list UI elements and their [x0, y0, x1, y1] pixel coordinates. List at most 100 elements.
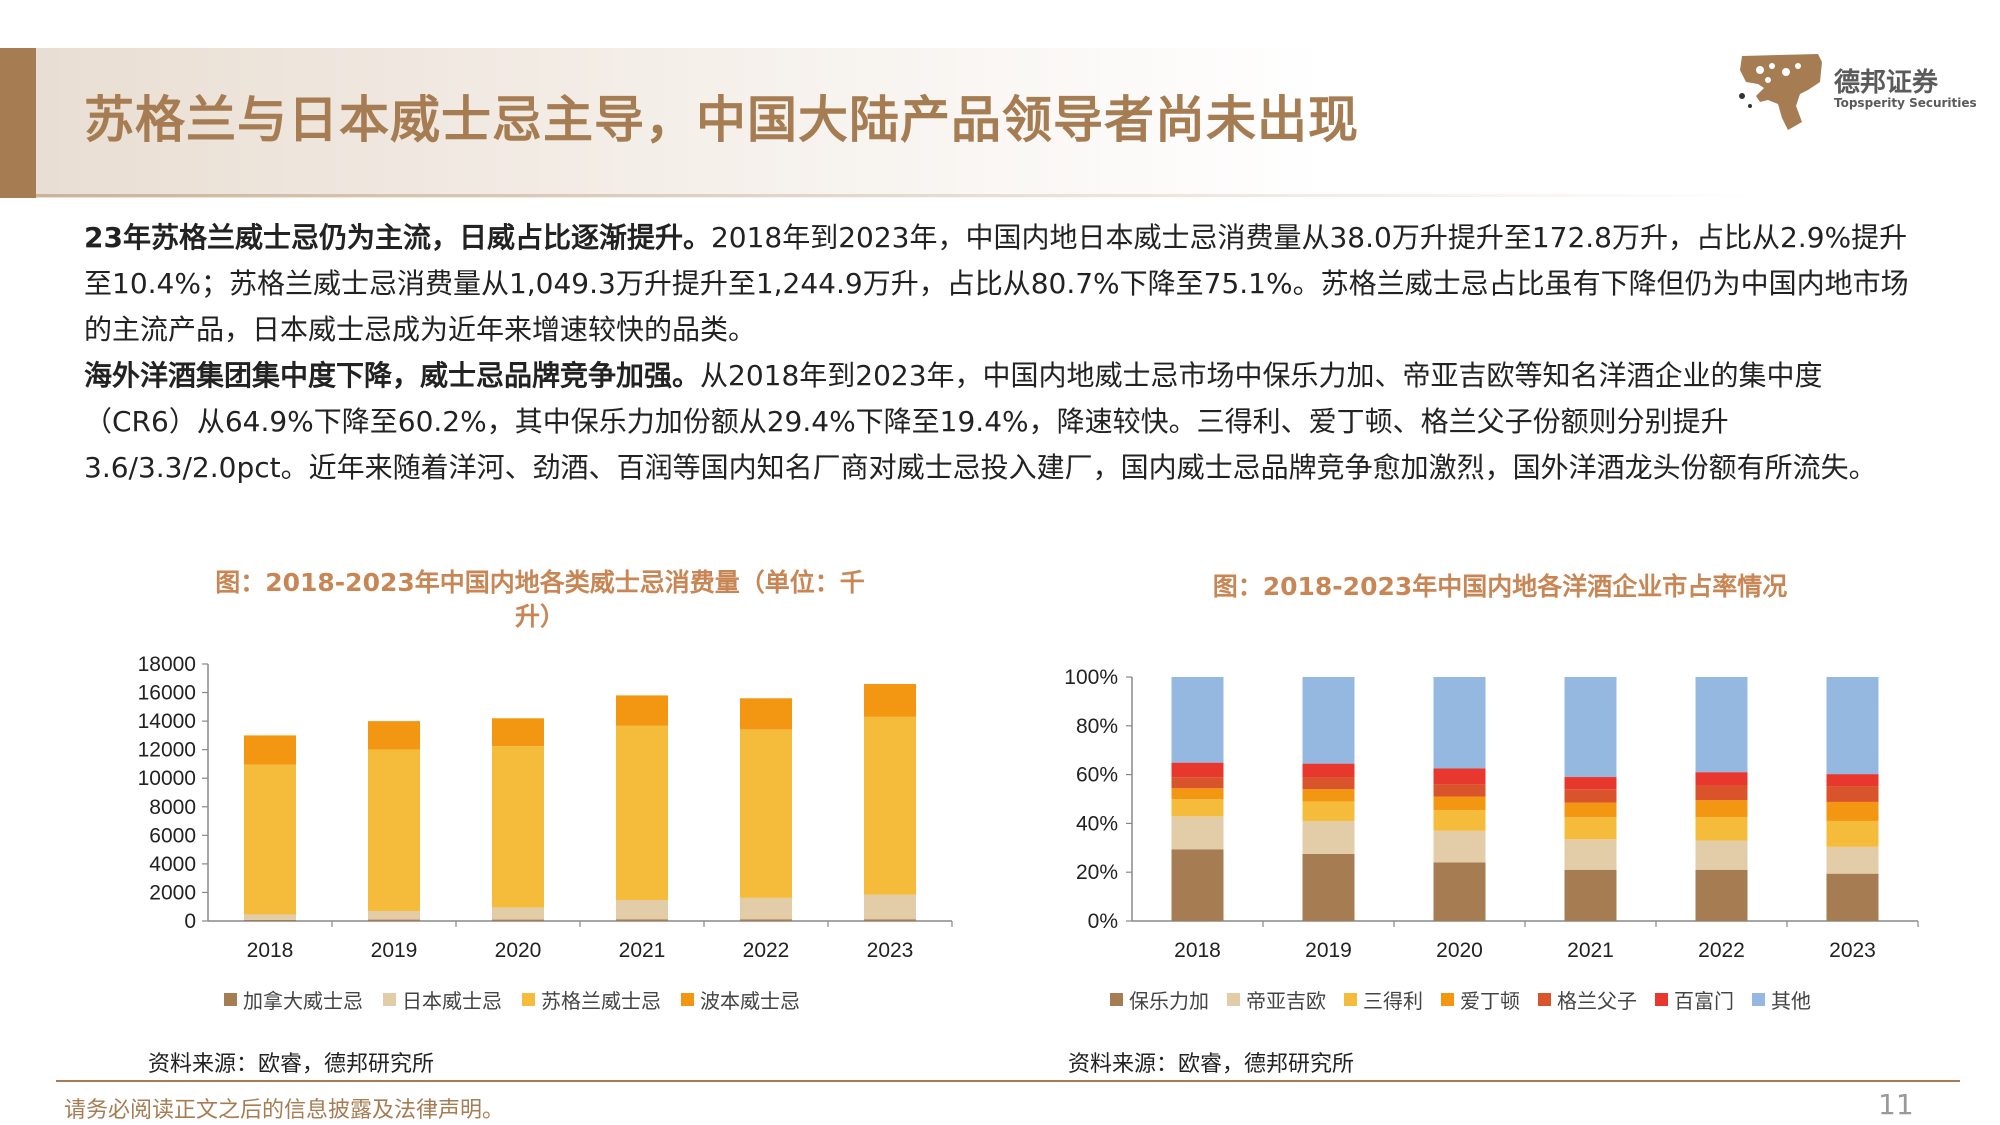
chart2-bar-2022-series-3 — [1695, 817, 1748, 841]
chart1-bar-2020-series-4 — [492, 718, 544, 747]
left-chart-legend: 加拿大威士忌 日本威士忌 苏格兰威士忌 波本威士忌 — [224, 985, 800, 1014]
chart2-x-tick-label: 2019 — [1305, 939, 1352, 962]
chart2-bar-2022-series-5 — [1695, 785, 1748, 801]
chart1-bar-2023-series-4 — [864, 683, 916, 717]
chart2-legend-label: 三得利 — [1363, 989, 1423, 1013]
chart1-bar-2021-series-1 — [616, 919, 668, 921]
chart1-y-tick-label: 4000 — [149, 853, 196, 876]
chart1-y-tick-label: 14000 — [138, 710, 196, 733]
chart2-legend-item: 百富门 — [1655, 985, 1734, 1014]
chart1-x-tick-label: 2019 — [371, 939, 418, 962]
chart2-legend-label: 保乐力加 — [1129, 989, 1209, 1013]
chart2-y-tick-label: 40% — [1076, 812, 1118, 835]
chart2-bar-2019-series-3 — [1302, 801, 1355, 821]
brand-logo: 德邦证券 Topsperity Securities — [1738, 52, 1977, 134]
chart1-bar-2022-series-2 — [740, 897, 792, 920]
chart1-y-tick-label: 8000 — [149, 796, 196, 819]
chart1-y-tick-label: 18000 — [138, 653, 196, 676]
chart1-legend-label: 加拿大威士忌 — [243, 989, 363, 1013]
chart2-bar-2021-series-6 — [1564, 777, 1617, 790]
chart2-legend-item: 帝亚吉欧 — [1227, 985, 1326, 1014]
chart2-bar-2018-series-4 — [1171, 788, 1224, 800]
chart1-bar-2020-series-2 — [492, 907, 544, 920]
chart1-bar-2021-series-4 — [616, 695, 668, 726]
chart2-bar-2020-series-3 — [1433, 809, 1486, 831]
chart2-bar-2021-series-5 — [1564, 789, 1617, 803]
body-text: 23年苏格兰威士忌仍为主流，日威占比逐渐提升。2018年到2023年，中国内地日… — [84, 215, 1914, 491]
chart2-bar-2022-series-6 — [1695, 772, 1748, 786]
chart1-legend-item: 苏格兰威士忌 — [522, 985, 661, 1014]
chart2-y-tick-label: 0% — [1088, 910, 1118, 933]
left-chart-title: 图：2018-2023年中国内地各类威士忌消费量（单位：千升） — [215, 568, 865, 631]
chart1-legend-item: 波本威士忌 — [681, 985, 800, 1014]
page-title: 苏格兰与日本威士忌主导，中国大陆产品领导者尚未出现 — [84, 91, 1359, 149]
chart2-bar-2019-series-7 — [1302, 677, 1355, 764]
header-accent-bar — [0, 48, 36, 198]
chart1-x-tick-label: 2020 — [495, 939, 542, 962]
chart2-bar-2019-series-5 — [1302, 777, 1355, 790]
chart2-bar-2020-series-6 — [1433, 768, 1486, 785]
chart2-legend-label: 爱丁顿 — [1460, 989, 1520, 1013]
chart2-bar-2018-series-1 — [1171, 849, 1224, 921]
chart2-y-tick-label: 100% — [1064, 666, 1118, 689]
chart2-legend-swatch — [1441, 993, 1454, 1006]
chart2-bar-2020-series-4 — [1433, 796, 1486, 810]
chart1-legend-label: 波本威士忌 — [700, 989, 800, 1013]
chart1-bar-2022-series-1 — [740, 919, 792, 921]
chart2-x-tick-label: 2021 — [1567, 939, 1614, 962]
paragraph-1: 23年苏格兰威士忌仍为主流，日威占比逐渐提升。2018年到2023年，中国内地日… — [84, 215, 1914, 353]
chart2-y-tick-label: 80% — [1076, 715, 1118, 738]
paragraph-2-text: 从2018年到2023年，中国内地威士忌市场中保乐力加、帝亚吉欧等知名洋酒企业的… — [84, 359, 1877, 484]
chart2-bar-2023-series-2 — [1826, 846, 1879, 874]
chart1-legend-label: 苏格兰威士忌 — [541, 989, 661, 1013]
chart1-y-tick-label: 12000 — [138, 739, 196, 762]
chart1-y-tick-label: 6000 — [149, 824, 196, 847]
chart1-x-tick-label: 2023 — [867, 939, 914, 962]
chart2-legend-swatch — [1110, 993, 1123, 1006]
chart2-bar-2023-series-5 — [1826, 786, 1879, 802]
chart1-bar-2022-series-4 — [740, 698, 792, 730]
chart2-bar-2020-series-5 — [1433, 784, 1486, 797]
chart2-y-tick-label: 20% — [1076, 861, 1118, 884]
chart2-bar-2021-series-3 — [1564, 817, 1617, 840]
chart1-bar-2019-series-1 — [368, 919, 420, 921]
chart1-bar-2018-series-1 — [244, 919, 296, 921]
chart2-bar-2023-series-3 — [1826, 820, 1879, 847]
chart2-bar-2018-series-5 — [1171, 777, 1224, 789]
leopard-logo-icon — [1738, 52, 1824, 132]
chart1-x-tick-label: 2018 — [247, 939, 294, 962]
chart1-bar-2021-series-3 — [616, 725, 668, 901]
chart1-legend-swatch — [681, 993, 694, 1006]
right-chart-title: 图：2018-2023年中国内地各洋酒企业市占率情况 — [1212, 572, 1788, 601]
chart1-x-tick-label: 2022 — [743, 939, 790, 962]
chart2-bar-2021-series-4 — [1564, 802, 1617, 818]
chart1-legend-label: 日本威士忌 — [402, 989, 502, 1013]
chart2-legend-label: 其他 — [1771, 989, 1811, 1013]
header-divider — [36, 194, 1756, 197]
right-chart-legend: 保乐力加 帝亚吉欧 三得利 爱丁顿 格兰父子 百富门 其他 — [1110, 985, 1811, 1014]
chart2-bar-2018-series-2 — [1171, 816, 1224, 850]
footer-disclaimer: 请务必阅读正文之后的信息披露及法律声明。 — [64, 1098, 505, 1123]
footer-divider — [56, 1080, 1960, 1082]
chart2-legend-item: 三得利 — [1344, 985, 1423, 1014]
chart1-bar-2018-series-2 — [244, 914, 296, 920]
chart1-legend-swatch — [224, 993, 237, 1006]
chart1-bar-2019-series-2 — [368, 911, 420, 920]
chart2-legend-item: 其他 — [1752, 985, 1811, 1014]
page-number: 11 — [1878, 1088, 1914, 1121]
chart2-bar-2022-series-1 — [1695, 869, 1748, 921]
chart2-bar-2020-series-7 — [1433, 677, 1486, 769]
chart2-bar-2021-series-2 — [1564, 839, 1617, 870]
chart1-x-tick-label: 2021 — [619, 939, 666, 962]
chart2-bar-2018-series-6 — [1171, 762, 1224, 778]
chart1-legend-swatch — [522, 993, 535, 1006]
chart1-bar-2022-series-3 — [740, 729, 792, 898]
chart2-legend-swatch — [1344, 993, 1357, 1006]
paragraph-1-lead: 23年苏格兰威士忌仍为主流，日威占比逐渐提升。 — [84, 221, 711, 254]
chart1-bar-2019-series-3 — [368, 749, 420, 912]
chart2-y-tick-label: 60% — [1076, 764, 1118, 787]
paragraph-2-lead: 海外洋酒集团集中度下降，威士忌品牌竞争加强。 — [84, 359, 701, 392]
chart2-bar-2018-series-7 — [1171, 677, 1224, 763]
chart2-bar-2021-series-1 — [1564, 869, 1617, 921]
chart1-y-tick-label: 2000 — [149, 881, 196, 904]
